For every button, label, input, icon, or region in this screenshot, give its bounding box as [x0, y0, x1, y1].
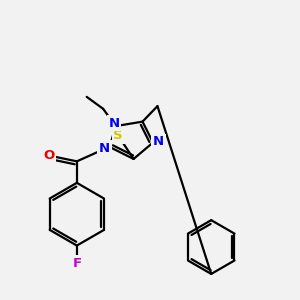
- Text: N: N: [99, 142, 110, 155]
- Text: N: N: [109, 117, 120, 130]
- Text: O: O: [43, 149, 54, 162]
- Text: S: S: [113, 129, 123, 142]
- Text: N: N: [153, 135, 164, 148]
- Text: F: F: [72, 257, 81, 270]
